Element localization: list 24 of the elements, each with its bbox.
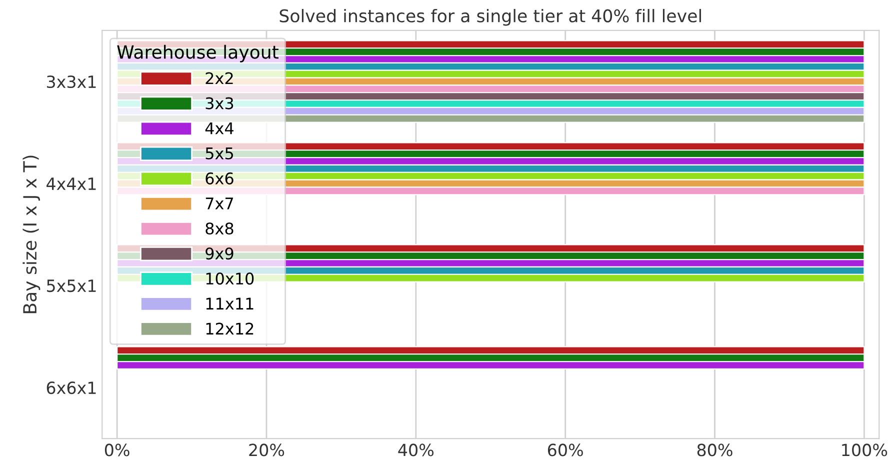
y-tick-label: 6x6x1 [46,381,96,394]
x-tick-label: 100% [842,444,888,456]
x-tick-label: 0% [104,444,130,456]
legend-label: 12x12 [206,322,254,334]
legend-label: 11x11 [206,298,254,310]
legend-label: 7x7 [206,198,234,210]
legend-label: 6x6 [206,172,234,184]
y-tick-label: 5x5x1 [47,280,96,292]
legend-label: 5x5 [206,148,233,160]
legend-label: 3x3 [206,97,234,110]
x-tick-label: 60% [548,444,583,456]
chart-title: Solved instances for a single tier at 40% fill level [280,8,701,26]
legend-label: 4x4 [205,122,234,134]
x-tick-label: 20% [249,444,284,456]
legend-label: 9x9 [206,248,234,260]
y-axis-title: Bay size (I x J x T) [22,156,40,314]
legend-title: Warehouse layout [117,44,278,62]
legend-label: 10x10 [206,272,254,285]
x-tick-label: 40% [398,444,434,456]
legend-label: 2x2 [206,72,233,84]
y-tick-label: 3x3x1 [46,75,96,88]
y-tick-label: 4x4x1 [46,178,96,190]
x-tick-label: 80% [697,444,732,456]
legend-label: 8x8 [206,222,234,235]
